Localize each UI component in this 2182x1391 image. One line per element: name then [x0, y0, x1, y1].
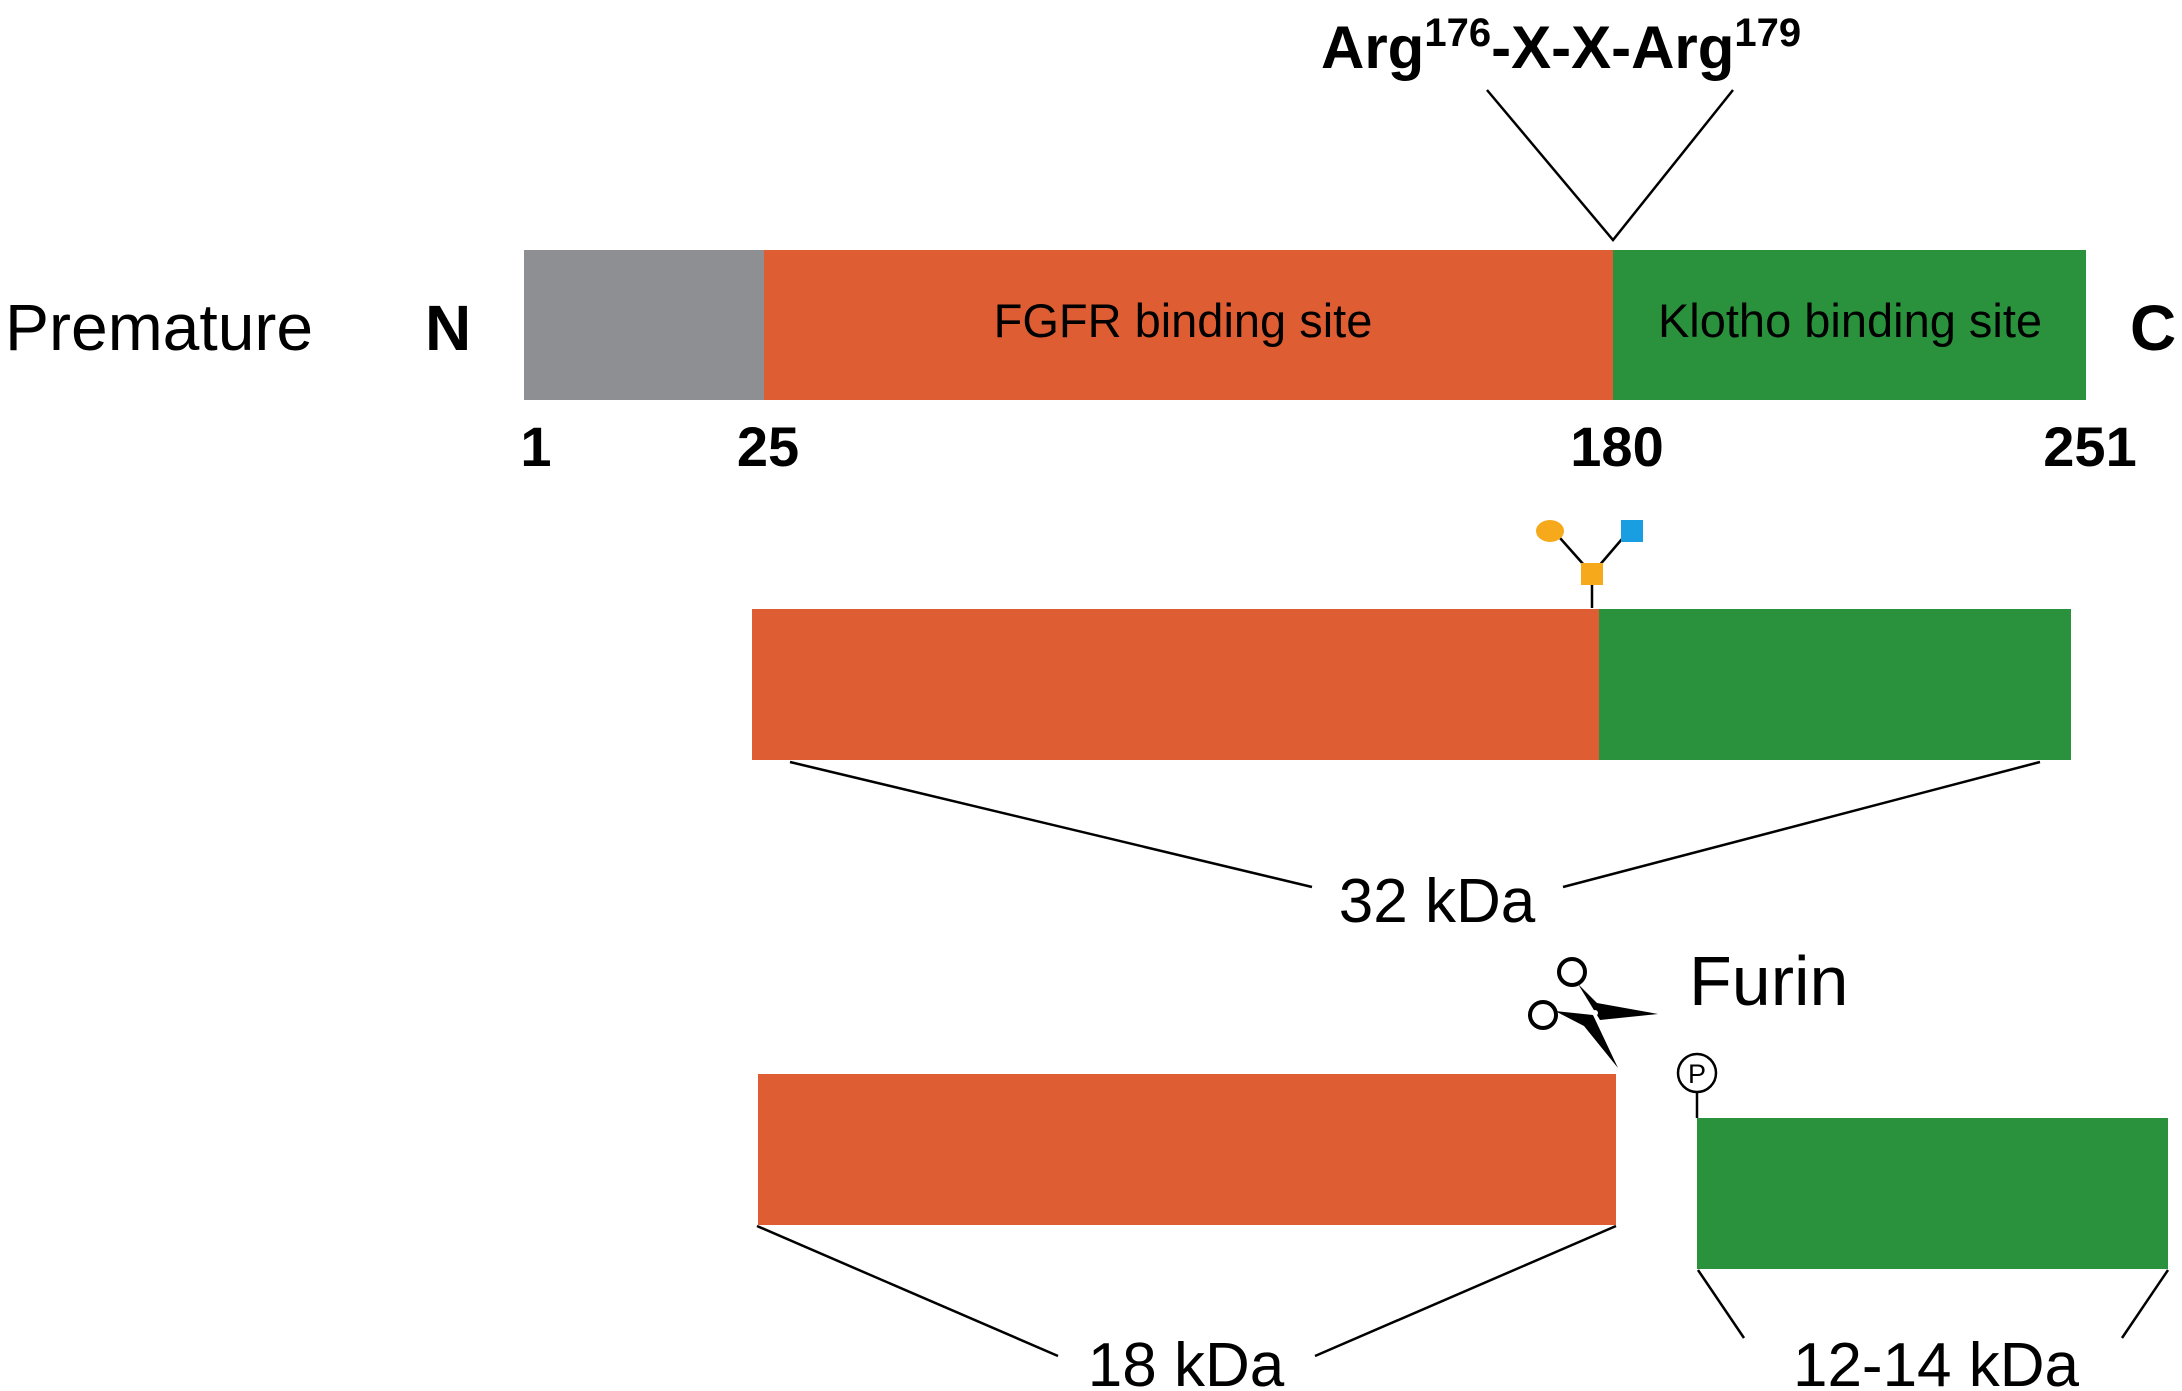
n-terminus-label: N	[425, 292, 471, 364]
signal-peptide-domain	[524, 250, 765, 400]
scissors-icon	[1528, 957, 1658, 1068]
mature-fgfr-segment	[752, 609, 1600, 760]
n-fragment-size-label: 18 kDa	[1088, 1331, 1285, 1391]
c-terminus-label: C	[2130, 292, 2176, 364]
fgfr-binding-domain	[764, 250, 1614, 400]
c-fragment-bracket-right	[2120, 1269, 2170, 1339]
phosphate-label: P	[1688, 1059, 1706, 1089]
c-fragment-bracket-left	[1696, 1269, 1746, 1339]
position-1-label: 1	[520, 415, 551, 478]
klotho-binding-domain	[1613, 250, 2086, 400]
n-terminal-fragment	[758, 1074, 1616, 1225]
position-180-label: 180	[1570, 415, 1663, 478]
cleavage-motif-label: Arg176-X-X-Arg179	[1321, 11, 1801, 81]
n-fragment-bracket-left	[756, 1224, 1059, 1358]
phosphate-icon	[1676, 1052, 1718, 1094]
n-fragment-bracket-right	[1314, 1224, 1617, 1358]
galactose-icon	[1536, 520, 1564, 542]
mature-size-label: 32 kDa	[1339, 867, 1536, 936]
galnac-icon	[1581, 563, 1603, 585]
fgfr-domain-label: FGFR binding site	[994, 294, 1373, 347]
mature-klotho-segment	[1599, 609, 2071, 760]
position-25-label: 25	[737, 415, 799, 478]
premature-label: Premature	[5, 290, 313, 364]
o-glycan-icon	[1536, 520, 1643, 608]
c-fragment-size-label: 12-14 kDa	[1793, 1331, 2080, 1391]
klotho-domain-label: Klotho binding site	[1658, 294, 2042, 347]
furin-label: Furin	[1689, 942, 1848, 1020]
mature-bracket-left	[789, 760, 1313, 889]
mature-bracket-right	[1562, 760, 2041, 889]
sialic-acid-icon	[1621, 520, 1643, 542]
motif-pointer-lines	[1486, 89, 1734, 242]
position-251-label: 251	[2043, 415, 2136, 478]
c-terminal-fragment	[1697, 1118, 2168, 1269]
